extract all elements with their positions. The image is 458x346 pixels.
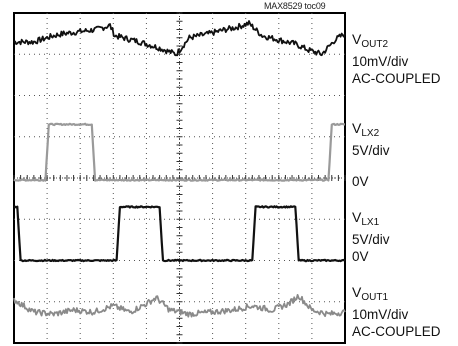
label-vlx1-scale: 5V/div — [352, 232, 390, 247]
grid — [13, 12, 346, 344]
label-vout2-sub: OUT2 — [361, 39, 389, 50]
trace-vlx1 — [13, 205, 346, 263]
label-vlx2-scale: 5V/div — [352, 143, 390, 158]
label-vout2-scale: 10mV/div — [352, 54, 409, 69]
trace-vout1 — [13, 294, 346, 318]
label-vlx1-name: VLX1 — [352, 209, 380, 228]
trace-vlx2 — [13, 122, 345, 182]
label-vout2: VOUT2 10mV/div AC-COUPLED — [352, 31, 441, 87]
label-vout1-scale: 10mV/div — [352, 307, 409, 322]
label-vlx1: VLX1 5V/div 0V — [352, 209, 390, 265]
label-vlx2: VLX2 5V/div — [352, 120, 390, 159]
label-vout1-name: VOUT1 — [352, 284, 389, 303]
label-vout1-coupling: AC-COUPLED — [352, 324, 441, 339]
figure-id: MAX8529 toc09 — [264, 1, 326, 11]
trace-vout2 — [13, 20, 346, 57]
label-vlx1-ground: 0V — [352, 249, 369, 264]
traces — [13, 20, 346, 318]
label-vlx2-ground: 0V — [352, 174, 369, 189]
label-vout2-coupling: AC-COUPLED — [352, 71, 441, 86]
label-vlx1-sub: LX1 — [361, 217, 380, 228]
label-vlx2-sub: LX2 — [361, 128, 380, 139]
label-vout1: VOUT1 10mV/div AC-COUPLED — [352, 284, 441, 340]
label-vout1-sub: OUT1 — [361, 292, 389, 303]
label-vlx2-name: VLX2 — [352, 120, 380, 139]
label-vout2-name: VOUT2 — [352, 31, 389, 50]
